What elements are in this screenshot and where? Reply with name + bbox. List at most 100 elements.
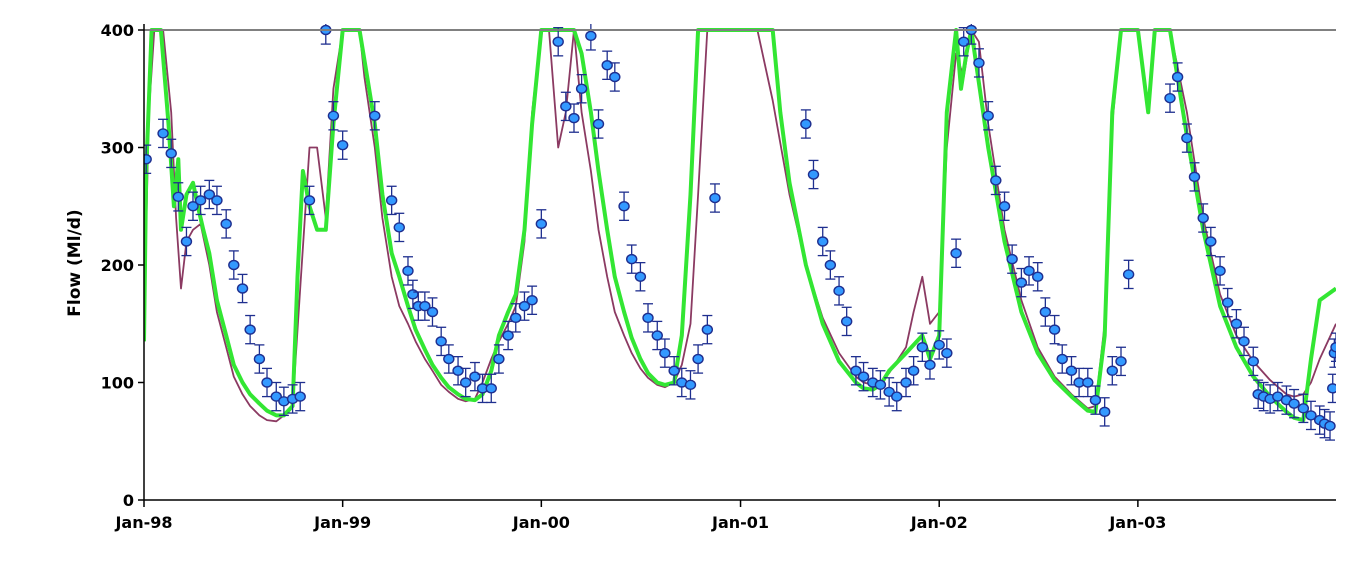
data-point: [973, 57, 985, 69]
data-point: [933, 339, 945, 351]
data-point: [1221, 297, 1234, 308]
data-point: [601, 60, 613, 71]
data-point: [668, 365, 680, 376]
data-point: [1082, 377, 1094, 388]
data-point: [194, 195, 207, 206]
data-point: [1181, 132, 1193, 144]
series-line-1: [144, 29, 1336, 423]
y-tick-label: 100: [101, 374, 134, 393]
data-point: [452, 365, 464, 376]
data-point: [824, 259, 837, 271]
data-point: [172, 191, 184, 203]
data-point: [1205, 236, 1217, 247]
data-point: [270, 391, 282, 402]
data-point: [393, 222, 405, 233]
data-point: [485, 383, 497, 394]
data-point: [336, 139, 349, 151]
data-point: [469, 371, 481, 382]
data-point: [435, 336, 447, 347]
data-point: [144, 154, 152, 165]
data-point: [1065, 365, 1078, 376]
data-point: [1171, 71, 1184, 83]
data-point: [1214, 265, 1226, 277]
data-point: [369, 110, 381, 121]
data-point: [211, 195, 223, 206]
data-point: [990, 175, 1002, 186]
x-tick-label: Jan-02: [910, 513, 968, 532]
data-point: [510, 312, 522, 324]
data-point: [1023, 265, 1035, 277]
data-point: [800, 118, 812, 130]
data-point: [1164, 92, 1176, 104]
data-point: [982, 110, 994, 121]
data-point: [560, 101, 572, 112]
data-point: [220, 218, 232, 230]
data-point: [261, 377, 273, 388]
data-point: [625, 253, 638, 265]
data-point: [1015, 277, 1028, 288]
data-point: [883, 386, 895, 398]
x-tick-label: Jan-03: [1108, 513, 1166, 532]
data-point: [1115, 356, 1127, 367]
plot-area: [144, 24, 1336, 441]
data-point: [692, 353, 704, 365]
data-point: [709, 192, 721, 204]
data-point: [998, 201, 1011, 212]
data-point: [833, 285, 845, 297]
data-point: [924, 359, 936, 371]
data-point: [203, 189, 216, 200]
data-point: [850, 365, 862, 376]
data-point: [1032, 271, 1044, 282]
data-point: [187, 201, 199, 212]
data-point: [1297, 403, 1310, 414]
data-point: [651, 330, 663, 341]
data-point: [294, 391, 306, 402]
data-point: [701, 324, 714, 335]
data-point: [253, 353, 266, 365]
y-tick-label: 300: [101, 139, 134, 158]
data-point: [941, 347, 953, 359]
data-point: [303, 195, 316, 206]
data-point: [659, 347, 671, 359]
data-point: [165, 148, 177, 159]
data-point: [426, 306, 439, 318]
data-point: [228, 259, 240, 271]
data-point: [1098, 406, 1111, 418]
data-point: [618, 201, 630, 212]
data-point: [1122, 269, 1135, 280]
data-point: [157, 128, 169, 139]
data-point: [1197, 212, 1209, 224]
data-point: [385, 195, 398, 206]
y-tick-label: 400: [101, 21, 134, 40]
data-point: [518, 300, 531, 312]
data-point: [684, 379, 697, 391]
data-point: [1106, 365, 1118, 376]
data-point: [1056, 353, 1068, 365]
data-point: [236, 283, 249, 294]
series-line-2: [144, 28, 1336, 423]
y-tick-label: 0: [123, 491, 134, 510]
data-point: [1006, 253, 1018, 265]
data-point: [493, 353, 505, 365]
data-point: [502, 330, 514, 341]
data-point: [407, 289, 419, 300]
data-point: [592, 118, 605, 130]
data-point: [891, 391, 903, 402]
data-point: [807, 169, 820, 180]
data-point: [609, 71, 621, 83]
data-point: [419, 300, 431, 312]
data-point: [402, 265, 414, 277]
data-point: [1039, 306, 1052, 318]
data-point: [552, 36, 564, 47]
data-point: [958, 36, 970, 47]
data-point: [568, 112, 580, 124]
data-point: [634, 271, 647, 282]
y-tick-label: 200: [101, 256, 134, 275]
data-point: [535, 218, 548, 230]
data-point: [916, 342, 929, 353]
data-point: [874, 379, 887, 391]
y-axis-title: Flow (Ml/d): [65, 209, 85, 316]
data-point: [1089, 394, 1102, 406]
data-point: [1048, 324, 1061, 335]
